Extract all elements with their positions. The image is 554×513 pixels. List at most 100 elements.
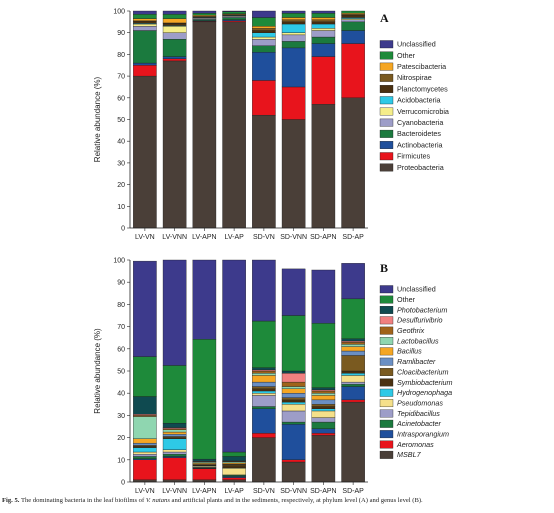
panel-a-y-tick-label: 70 (117, 74, 125, 81)
panel-b-bar-sd-vn-intrasporangium (252, 408, 276, 434)
panel-b-bar-sd-vnn-pseudomonas (281, 404, 306, 412)
panel-b-bar-sd-ap-cloacibacterium (341, 355, 365, 372)
panel-a-bar-lv-vnn-patescibacteria (162, 18, 187, 24)
panel-b-y-tick-label: 70 (117, 324, 125, 331)
panel-a-bar-sd-apn-planctomycetes (311, 21, 336, 25)
panel-a-bar-sd-vnn-unclassified (281, 10, 306, 14)
panel-a-bar-lv-vn-actinobacteria (133, 62, 157, 66)
panel-a-bar-lv-vn-planctomycetes (133, 21, 157, 24)
panel-b-bar-sd-ap-unclassified (341, 263, 365, 300)
panel-a-bar-sd-ap-bacteroidetes (341, 21, 365, 31)
panel-b-bar-sd-ap-photobacterium (341, 338, 365, 342)
panel-a-y-tick-label: 100 (113, 9, 125, 16)
panel-b-bar-sd-ap-ramlibacter (341, 350, 365, 356)
panel-b-legend-label-lactobacillus: Lactobacillus (397, 336, 439, 345)
panel-a-legend-label-unclassified: Unclassified (397, 40, 436, 49)
panel-b-bar-lv-vn-other (133, 356, 157, 397)
panel-b-bar-sd-apn-cloacibacterium (311, 404, 336, 407)
panel-b-bar-sd-vnn-aeromonas (281, 459, 306, 463)
panel-a-y-tick-label: 0 (121, 226, 125, 233)
panel-a-x-tick-label: SD-VN (253, 234, 275, 241)
panel-a-bar-sd-vn-firmicutes (252, 80, 276, 116)
panel-b-bar-sd-vn-pseudomonas (252, 393, 276, 396)
panel-b-legend-label-tepidibacillus: Tepidibacillus (397, 409, 440, 418)
caption-fig-label: Fig. 5. (2, 497, 20, 504)
panel-a-legend-swatch-bacteroidetes (379, 129, 394, 138)
panel-b-bar-sd-apn-geothrix (311, 390, 336, 394)
panel-a-phylum-chart: LV-VN LV-VNN LV-APN LV-AP SD-VN SD-VNN SD-APN S… (93, 9, 449, 242)
panel-b-bar-lv-apn-pseudomonas (192, 466, 217, 468)
panel-b-bar-sd-vn-photobacterium (252, 367, 276, 371)
panel-a-bar-sd-vnn-planctomycetes (281, 21, 306, 25)
panel-b-y-tick-label: 20 (117, 435, 125, 442)
panel-b-bar-sd-vn-symbiobacterium (252, 388, 276, 392)
panel-a-legend-swatch-verrucomicrobia (379, 107, 394, 116)
panel-a-y-tick-label: 40 (117, 139, 125, 146)
panel-b-bar-sd-ap-acinetobacter (341, 384, 365, 387)
panel-a-bar-lv-apn-proteobacteria (192, 21, 217, 229)
panel-b-x-tick-label: SD-VN (253, 488, 275, 495)
panel-a-y-tick-label: 10 (117, 204, 125, 211)
panel-a-bar-lv-vnn-verrucomicrobia (162, 26, 187, 33)
panel-a-bar-lv-vnn-proteobacteria (162, 60, 187, 229)
panel-a-bar-sd-vnn-other (281, 12, 306, 18)
panel-a-x-tick-label: LV-VNN (162, 234, 187, 241)
panel-b-bar-sd-apn-photobacterium (311, 387, 336, 391)
panel-a-bar-lv-vn-cyanobacteria (133, 26, 157, 31)
panel-b-bar-lv-ap-unclassified (222, 259, 246, 453)
panel-a-legend-label-patescibacteria: Patescibacteria (397, 62, 446, 71)
panel-b-bar-sd-apn-unclassified (311, 269, 336, 324)
panel-b-bar-sd-apn-msbl7 (311, 435, 336, 483)
panel-b-bar-sd-ap-msbl7 (341, 401, 365, 483)
panel-b-bar-sd-apn-intrasporangium (311, 428, 336, 434)
panel-b-legend-swatch-bacillus (379, 347, 394, 356)
panel-a-bar-sd-vn-actinobacteria (252, 52, 276, 81)
panel-a-bar-sd-apn-unclassified (311, 10, 336, 14)
panel-b-bar-sd-vn-msbl7 (252, 437, 276, 483)
panel-b-y-tick-label: 60 (117, 346, 125, 353)
panel-a-bar-lv-ap-unclassified (222, 10, 246, 12)
caption-species: V. natans (145, 497, 170, 504)
panel-a-legend-swatch-patescibacteria (379, 62, 394, 71)
panel-b-legend-swatch-symbiobacterium (379, 378, 394, 387)
panel-b-bar-sd-vn-ramlibacter (252, 381, 276, 387)
panel-a-legend-swatch-acidobacteria (379, 96, 394, 105)
panel-b-bar-lv-vn-ramlibacter (133, 442, 157, 446)
panel-a-bar-sd-vnn-proteobacteria (281, 119, 306, 229)
panel-b-y-tick-label: 50 (117, 369, 125, 376)
figure: LV-VN LV-VNN LV-APN LV-AP SD-VN SD-VNN SD-APN S… (93, 9, 453, 496)
panel-a-legend-swatch-nitrospirae (379, 73, 394, 82)
panel-a-bar-sd-vn-planctomycetes (252, 30, 276, 33)
panel-a-bar-lv-ap-proteobacteria (222, 21, 246, 229)
panel-a-x-tick-label: SD-AP (342, 234, 364, 241)
panel-b-legend-swatch-photobacterium (379, 306, 394, 314)
panel-a-legend-label-proteobacteria: Proteobacteria (397, 163, 444, 172)
panel-a-bar-sd-ap-firmicutes (341, 43, 365, 98)
panel-b-bar-lv-ap-other (222, 451, 246, 457)
panel-b-bar-sd-ap-aeromonas (341, 399, 365, 403)
panel-b-legend-label-hydrogenophaga: Hydrogenophaga (397, 388, 452, 397)
panel-a-label: A (380, 11, 389, 25)
panel-b-legend-swatch-lactobacillus (379, 337, 394, 345)
panel-a-legend-swatch-cyanobacteria (379, 118, 394, 127)
panel-a-bar-lv-ap-other (222, 11, 246, 14)
panel-a-bar-sd-apn-other (311, 12, 336, 18)
panel-b-legend-swatch-other (379, 295, 394, 304)
panel-b-bar-sd-ap-lactobacillus (341, 344, 365, 347)
panel-b-bar-lv-apn-aeromonas (192, 468, 217, 480)
panel-b-legend-swatch-aeromonas (379, 440, 394, 449)
panel-a-bar-sd-apn-verrucomicrobia (311, 28, 336, 31)
panel-a-bar-sd-vn-acidobacteria (252, 32, 276, 38)
panel-b-bar-lv-apn-other (192, 339, 217, 460)
panel-b-bar-sd-vnn-msbl7 (281, 461, 306, 483)
panel-a-bar-sd-vn-verrucomicrobia (252, 36, 276, 40)
panel-a-bar-lv-vn-proteobacteria (133, 75, 157, 229)
panel-a-y-tick-label: 60 (117, 95, 125, 102)
panel-a-legend-label-acidobacteria: Acidobacteria (397, 96, 441, 105)
panel-b-x-tick-label: LV-APN (192, 488, 216, 495)
panel-a-x-tick-label: SD-VNN (280, 234, 307, 241)
panel-b-bar-sd-vnn-intrasporangium (281, 424, 306, 460)
panel-b-bar-sd-apn-symbiobacterium (311, 406, 336, 409)
panel-b-bar-sd-vnn-acinetobacter (281, 421, 306, 425)
panel-a-legend-swatch-planctomycetes (379, 85, 394, 93)
